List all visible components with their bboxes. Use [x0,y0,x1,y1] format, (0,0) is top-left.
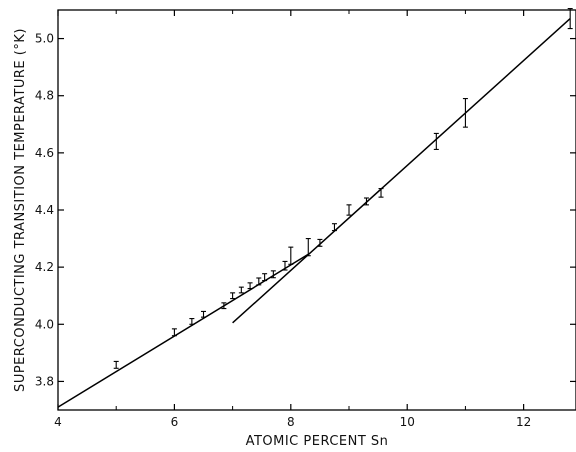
x-tick-label: 8 [287,415,295,429]
data-point-11 [270,270,276,279]
data-point-18 [363,197,369,206]
fit-line-1 [57,253,309,408]
x-tick-label: 6 [171,415,179,429]
y-axis-label: SUPERCONDUCTING TRANSITION TEMPERATURE (… [13,28,28,392]
data-point-8 [247,282,253,290]
data-point-13 [288,246,294,265]
data-point-5 [221,302,227,310]
x-tick-label: 4 [54,415,62,429]
x-axis-label: ATOMIC PERCENT Sn [246,434,389,449]
data-point-9 [256,277,262,286]
y-tick-label: 4.8 [35,89,54,103]
y-tick-label: 3.8 [35,374,54,388]
data-point-10 [262,273,268,282]
x-tick-label: 10 [400,415,415,429]
data-point-1 [113,360,119,369]
plot-frame [57,9,576,411]
data-point-15 [317,238,323,247]
y-tick-label: 4.4 [35,203,54,217]
data-point-16 [331,223,337,232]
data-point-2 [171,328,177,337]
data-point-6 [230,292,236,300]
data-point-3 [189,318,195,325]
data-point-22 [567,8,573,30]
data-point-20 [433,132,439,150]
data-point-12 [282,260,288,271]
y-tick-label: 4.6 [35,146,54,160]
data-point-4 [201,310,207,318]
y-tick-label: 4.2 [35,260,54,274]
x-tick-label: 12 [516,415,531,429]
data-point-21 [462,98,468,128]
fit-line-2 [232,18,571,324]
data-point-7 [238,286,244,294]
data-point-14 [305,238,311,257]
data-point-17 [346,204,352,216]
y-tick-label: 4.0 [35,317,54,331]
y-tick-label: 5.0 [35,32,54,46]
data-point-19 [378,188,384,198]
